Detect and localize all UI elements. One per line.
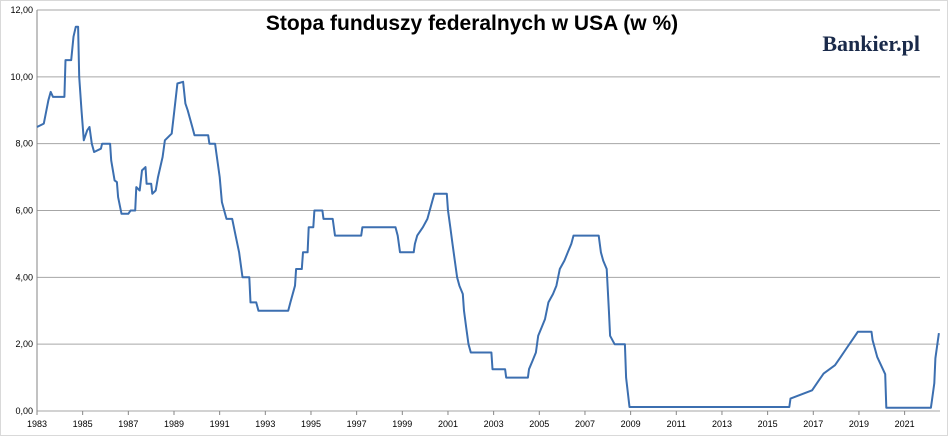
x-tick-label: 2021 (895, 419, 915, 429)
line-series (36, 25, 940, 409)
x-tick-label: 2001 (438, 419, 458, 429)
x-tick-label: 1983 (27, 419, 47, 429)
x-tick-label: 2011 (667, 419, 686, 429)
x-tick-label: 2009 (621, 419, 641, 429)
y-tick-label: 0,00 (15, 406, 33, 416)
x-tick-label: 1989 (164, 419, 184, 429)
y-tick-label: 6,00 (15, 206, 33, 216)
x-tick-label: 2003 (484, 419, 504, 429)
x-tick-label: 1997 (347, 419, 367, 429)
x-tick-label: 1985 (73, 419, 93, 429)
brand-logo: Bankier.pl (822, 31, 920, 56)
x-tick-label: 2017 (803, 419, 823, 429)
x-tick-label: 1993 (255, 419, 275, 429)
x-tick-label: 1995 (301, 419, 321, 429)
y-tick-label: 4,00 (15, 272, 33, 282)
x-tick-label: 1987 (118, 419, 138, 429)
y-tick-label: 8,00 (15, 139, 33, 149)
x-tick-label: 2013 (712, 419, 732, 429)
x-tick-label: 2005 (529, 419, 549, 429)
x-tick-label: 1999 (392, 419, 412, 429)
y-tick-label: 10,00 (10, 72, 33, 82)
x-tick-label: 1991 (210, 419, 230, 429)
x-tick-label: 2019 (849, 419, 869, 429)
y-tick-label: 12,00 (10, 5, 33, 15)
chart-title: Stopa funduszy federalnych w USA (w %) (266, 12, 678, 35)
x-tick-label: 2015 (758, 419, 778, 429)
x-tick-label: 2007 (575, 419, 595, 429)
y-tick-label: 2,00 (15, 339, 33, 349)
